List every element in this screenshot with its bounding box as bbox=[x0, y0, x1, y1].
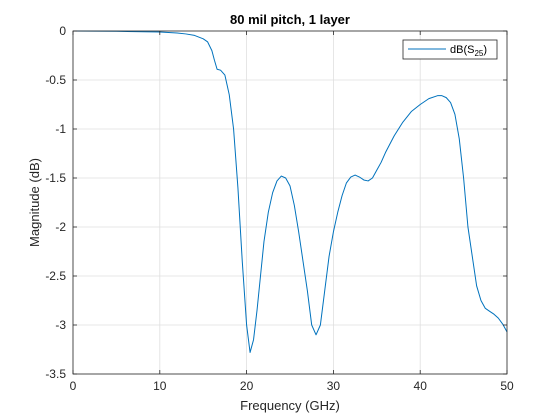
x-tick-label: 0 bbox=[70, 379, 77, 393]
plot-frame bbox=[72, 30, 508, 375]
chart-title: 80 mil pitch, 1 layer bbox=[230, 12, 350, 27]
ticks: 0 10 20 30 40 50 0 -0.5 -1 -1.5 -2 -2.5 -3 -3.5 bbox=[45, 24, 514, 393]
y-tick-label: -1 bbox=[55, 122, 66, 136]
legend-label-close: ) bbox=[483, 44, 487, 56]
x-axis-label: Frequency (GHz) bbox=[240, 398, 340, 413]
series-line bbox=[72, 30, 508, 353]
y-tick-label: -0.5 bbox=[45, 73, 66, 87]
y-axis-label: Magnitude (dB) bbox=[27, 158, 42, 247]
x-tick-label: 10 bbox=[153, 379, 167, 393]
y-tick-label: -2.5 bbox=[45, 269, 66, 283]
legend-label: dB(S25) bbox=[450, 44, 487, 58]
x-tick-label: 30 bbox=[327, 379, 341, 393]
plot-area bbox=[73, 31, 507, 374]
y-tick-label: -3.5 bbox=[45, 367, 66, 381]
series-layer bbox=[72, 30, 508, 353]
legend-label-main: dB(S bbox=[450, 44, 474, 56]
y-tick-label: -1.5 bbox=[45, 171, 66, 185]
x-tick-label: 40 bbox=[414, 379, 428, 393]
y-tick-label: -3 bbox=[55, 318, 66, 332]
x-tick-label: 50 bbox=[500, 379, 514, 393]
legend-label-subscript: 25 bbox=[474, 49, 483, 58]
x-tick-label: 20 bbox=[240, 379, 254, 393]
y-tick-label: -2 bbox=[55, 220, 66, 234]
y-tick-label: 0 bbox=[59, 24, 66, 38]
legend-box bbox=[402, 39, 498, 60]
legend: dB(S25) bbox=[402, 39, 498, 60]
